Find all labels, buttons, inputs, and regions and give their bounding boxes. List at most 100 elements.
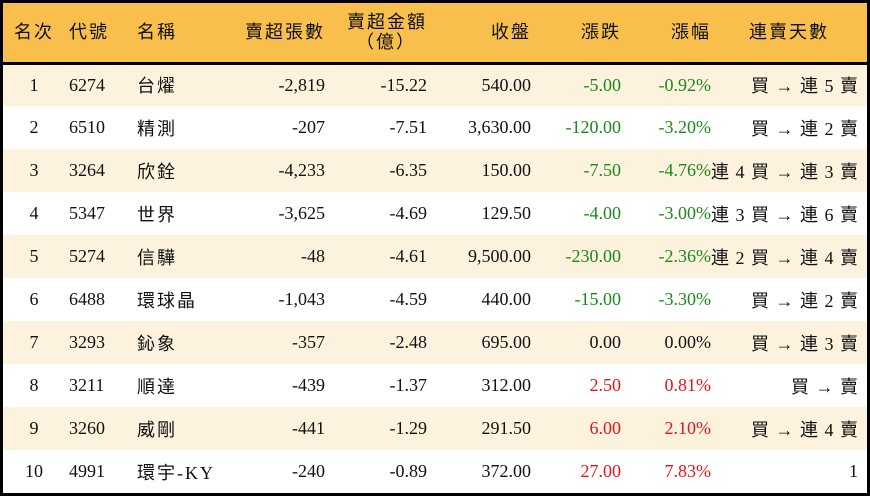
table-row: 2 6510 精測 -207 -7.51 3,630.00 -120.00 -3.20% 買 →…: [3, 106, 867, 149]
cell-close-price: 3,630.00: [468, 117, 531, 137]
cell-price-change: 2.50: [589, 375, 622, 395]
cell-change-pct: -2.36%: [658, 246, 712, 266]
cell-price-change: 6.00: [589, 418, 622, 438]
cell-sell-streak: 連 2 買 → 連 4 賣: [711, 247, 859, 268]
cell-net-sell-lots: -207: [292, 117, 325, 137]
cell-change-pct: -3.20%: [658, 117, 712, 137]
cell-stock-code: 4991: [69, 461, 105, 481]
cell-net-sell-amount: -7.51: [389, 117, 428, 137]
cell-close-price: 312.00: [481, 375, 532, 395]
cell-net-sell-lots: -3,625: [278, 203, 326, 223]
cell-net-sell-amount: -2.48: [389, 332, 428, 352]
header-row: 名次 代號 名稱 賣超張數 賣超金額 （億） 收盤 漲跌 漲幅 連賣天數: [3, 3, 867, 65]
cell-stock-name: 欣銓: [137, 161, 177, 182]
cell-price-change: -230.00: [565, 246, 622, 266]
cell-price-change: 0.00: [589, 332, 622, 352]
cell-sell-streak: 1: [849, 461, 859, 481]
cell-stock-code: 3260: [69, 418, 105, 438]
cell-price-change: -4.00: [583, 203, 622, 223]
cell-sell-streak: 連 3 買 → 連 6 賣: [711, 204, 859, 225]
cell-rank: 10: [25, 461, 43, 481]
cell-stock-name: 世界: [137, 204, 177, 225]
cell-stock-code: 5347: [69, 203, 105, 223]
cell-price-change: 27.00: [580, 461, 622, 481]
cell-stock-code: 6488: [69, 289, 105, 309]
cell-stock-code: 6510: [69, 117, 105, 137]
cell-stock-name: 順達: [137, 376, 177, 397]
cell-net-sell-lots: -48: [301, 246, 325, 266]
cell-rank: 5: [29, 246, 39, 266]
cell-net-sell-amount: -1.37: [389, 375, 428, 395]
cell-net-sell-amount: -1.29: [389, 418, 428, 438]
cell-close-price: 372.00: [481, 461, 532, 481]
cell-rank: 7: [29, 332, 39, 352]
table-row: 1 6274 台燿 -2,819 -15.22 540.00 -5.00 -0.92% 買 → …: [3, 63, 867, 106]
cell-net-sell-amount: -0.89: [389, 461, 428, 481]
cell-price-change: -5.00: [583, 74, 622, 95]
table-row: 4 5347 世界 -3,625 -4.69 129.50 -4.00 -3.00% 連 3 買…: [3, 192, 867, 235]
cell-change-pct: 0.00%: [664, 332, 712, 352]
cell-stock-code: 5274: [69, 246, 105, 266]
cell-rank: 1: [29, 74, 39, 95]
table-row: 8 3211 順達 -439 -1.37 312.00 2.50 0.81% 買 → 賣: [3, 364, 867, 407]
cell-change-pct: -3.30%: [658, 289, 712, 309]
cell-net-sell-lots: -357: [292, 332, 325, 352]
cell-net-sell-lots: -240: [292, 461, 325, 481]
table-row: 3 3264 欣銓 -4,233 -6.35 150.00 -7.50 -4.76% 連 4 買…: [3, 149, 867, 192]
cell-net-sell-lots: -439: [292, 375, 325, 395]
cell-net-sell-amount: -4.69: [389, 203, 428, 223]
cell-rank: 9: [29, 418, 39, 438]
net-sell-ranking-table: 名次 代號 名稱 賣超張數 賣超金額 （億） 收盤 漲跌 漲幅 連賣天數 1 62…: [3, 3, 867, 493]
header-change-pct: 漲幅: [621, 3, 711, 65]
header-close: 收盤: [427, 3, 531, 65]
table-row: 10 4991 環宇-KY -240 -0.89 372.00 27.00 7.83% 1: [3, 450, 867, 493]
table-row: 7 3293 鈊象 -357 -2.48 695.00 0.00 0.00% 買 → 連 3 賣: [3, 321, 867, 364]
cell-stock-name: 鈊象: [137, 333, 177, 354]
cell-rank: 4: [29, 203, 39, 223]
table-row: 5 5274 信驊 -48 -4.61 9,500.00 -230.00 -2.36% 連 2 …: [3, 235, 867, 278]
cell-net-sell-lots: -441: [292, 418, 325, 438]
cell-sell-streak: 連 4 買 → 連 3 賣: [711, 161, 859, 182]
header-rank: 名次: [3, 3, 65, 65]
cell-sell-streak: 買 → 連 2 賣: [751, 118, 859, 139]
cell-stock-name: 台燿: [137, 76, 177, 97]
cell-stock-name: 環球晶: [137, 290, 197, 311]
cell-sell-streak: 買 → 賣: [791, 376, 859, 397]
cell-net-sell-lots: -4,233: [278, 160, 326, 180]
cell-change-pct: -4.76%: [658, 160, 712, 180]
cell-close-price: 129.50: [481, 203, 532, 223]
cell-close-price: 695.00: [481, 332, 532, 352]
cell-sell-streak: 買 → 連 2 賣: [751, 290, 859, 311]
table-row: 9 3260 威剛 -441 -1.29 291.50 6.00 2.10% 買 → 連 4 賣: [3, 407, 867, 450]
cell-rank: 3: [29, 160, 39, 180]
cell-stock-code: 3211: [69, 375, 105, 395]
cell-sell-streak: 買 → 連 3 賣: [751, 333, 859, 354]
cell-change-pct: -0.92%: [658, 74, 712, 95]
cell-net-sell-lots: -1,043: [278, 289, 326, 309]
cell-close-price: 291.50: [481, 418, 532, 438]
header-net-sell-lots: 賣超張數: [233, 3, 325, 65]
cell-close-price: 9,500.00: [468, 246, 531, 266]
cell-close-price: 440.00: [481, 289, 532, 309]
header-change: 漲跌: [531, 3, 621, 65]
cell-sell-streak: 買 → 連 4 賣: [751, 419, 859, 440]
cell-net-sell-amount: -4.61: [389, 246, 428, 266]
cell-stock-code: 3264: [69, 160, 105, 180]
cell-net-sell-amount: -4.59: [389, 289, 428, 309]
table-row: 6 6488 環球晶 -1,043 -4.59 440.00 -15.00 -3.30% 買 →…: [3, 278, 867, 321]
cell-rank: 6: [29, 289, 39, 309]
cell-net-sell-amount: -6.35: [389, 160, 428, 180]
cell-change-pct: -3.00%: [658, 203, 712, 223]
cell-stock-name: 環宇-KY: [137, 462, 215, 483]
cell-stock-code: 6274: [69, 74, 105, 95]
cell-stock-code: 3293: [69, 332, 105, 352]
cell-price-change: -120.00: [565, 117, 622, 137]
cell-stock-name: 信驊: [137, 247, 177, 268]
cell-net-sell-amount: -15.22: [380, 74, 428, 95]
cell-price-change: -15.00: [574, 289, 622, 309]
table-header: 名次 代號 名稱 賣超張數 賣超金額 （億） 收盤 漲跌 漲幅 連賣天數: [3, 3, 867, 65]
header-streak: 連賣天數: [711, 3, 867, 65]
header-net-sell-amount-line1: 賣超金額: [347, 12, 427, 33]
cell-price-change: -7.50: [583, 160, 622, 180]
